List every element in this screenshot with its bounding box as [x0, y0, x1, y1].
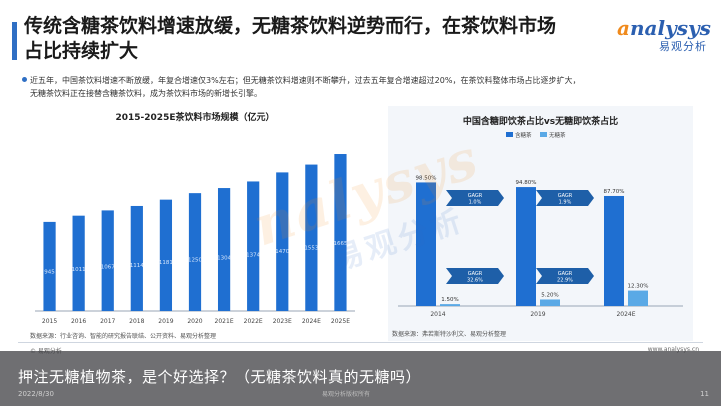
sugar-tea-value: 94.80% [516, 180, 537, 186]
market-size-x-tick: 2019 [158, 318, 173, 325]
bullet-line1: 近五年，中国茶饮料增速不断放缓，年复合增速仅3%左右；但无糖茶饮料增速则不断攀升… [30, 76, 581, 85]
market-size-x-tick: 2025E [331, 318, 350, 325]
market-size-bar-value: 1374 [246, 253, 260, 259]
footer-date: 2022/8/30 [18, 390, 54, 398]
sugar-tea-value: 87.70% [604, 189, 625, 195]
market-size-bar [101, 210, 114, 311]
market-size-x-tick: 2018 [129, 318, 144, 325]
caption-overlay [0, 351, 721, 406]
sugar-tea-value: 98.50% [416, 175, 437, 181]
market-size-chart-title: 2015-2025E茶饮料市场规模（亿元） [115, 113, 275, 123]
market-size-bar [217, 188, 231, 311]
market-size-chart-panel: 2015-2025E茶饮料市场规模（亿元） 945 2015 1011 2016 106… [30, 106, 360, 341]
gagr-label: GAGR [558, 271, 573, 277]
market-size-x-tick: 2024E [302, 318, 321, 325]
market-size-x-tick: 2023E [273, 318, 292, 325]
market-size-x-tick: 2017 [100, 318, 115, 325]
gagr-label: GAGR [468, 193, 483, 199]
market-size-bar [159, 199, 173, 311]
share-chart-panel: 中国含糖即饮茶占比vs无糖即饮茶占比 含糖茶 无糖茶 98.50% 1.50% 2014… [388, 106, 693, 341]
market-size-bar [276, 172, 289, 311]
nosugar-tea-value: 12.30% [628, 284, 649, 290]
market-size-bar-value: 1011 [72, 267, 86, 273]
share-chart-source: 数据来源：弗若斯特沙利文、易观分析整理 [392, 331, 507, 338]
legend-label-sugar: 含糖茶 [515, 131, 532, 139]
logo-mark-text: nalysys [629, 16, 711, 40]
gagr-label: GAGR [468, 271, 483, 277]
gagr-arrow [536, 190, 594, 206]
sugar-tea-bar [516, 187, 536, 306]
market-size-bar-value: 1250 [188, 258, 202, 264]
market-size-bar-value: 1181 [159, 260, 173, 266]
market-size-bar [188, 193, 202, 311]
gagr-value: 1.0% [469, 200, 482, 206]
sugar-tea-bar [416, 182, 436, 306]
legend-label-nosugar: 无糖茶 [549, 131, 566, 139]
page-title: 传统含糖茶饮料增速放缓，无糖茶饮料逆势而行，在茶饮料市场 占比持续扩大 [24, 14, 624, 64]
sugar-tea-bar [604, 195, 624, 306]
nosugar-tea-bar [540, 299, 560, 306]
bullet-line2: 无糖茶饮料正在接替含糖茶饮料，成为茶饮料市场的新增长引擎。 [30, 89, 262, 98]
market-size-bar-value: 1470 [275, 249, 289, 255]
logo-subtitle: 易观分析 [659, 40, 707, 53]
page-number: 11 [700, 390, 709, 398]
gagr-arrow [536, 268, 594, 284]
gagr-value: 32.6% [467, 278, 483, 284]
market-size-bar-value: 945 [44, 270, 55, 276]
logo-a-glyph: a [617, 16, 630, 40]
page-title-line2: 占比持续扩大 [24, 40, 139, 62]
share-chart: 含糖茶 无糖茶 98.50% 1.50% 2014 94.80% 5.20% 2019 87.7… [398, 131, 683, 318]
share-x-tick: 2014 [430, 311, 445, 318]
gagr-label: GAGR [558, 193, 573, 199]
legend-swatch-sugar [506, 132, 513, 137]
share-x-tick: 2019 [530, 311, 545, 318]
market-size-bar-value: 1067 [101, 265, 115, 271]
market-size-bar [43, 221, 56, 311]
market-size-chart: 945 2015 1011 2016 1067 2017 1114 2018 1181 2019 1… [35, 154, 355, 325]
market-size-bar-value: 1304 [217, 255, 231, 261]
market-size-x-tick: 2020 [187, 318, 202, 325]
title-accent-bar [12, 22, 17, 60]
gagr-arrow [446, 190, 504, 206]
nosugar-tea-bar [440, 304, 460, 306]
nosugar-tea-value: 5.20% [541, 292, 558, 298]
market-size-x-tick: 2021E [215, 318, 234, 325]
share-chart-title: 中国含糖即饮茶占比vs无糖即饮茶占比 [462, 117, 619, 127]
market-size-x-tick: 2016 [71, 318, 86, 325]
bullet-icon [22, 77, 27, 82]
nosugar-tea-bar [628, 290, 648, 306]
footer-divider [18, 342, 703, 343]
analysys-logo: analysys 易观分析 [617, 16, 711, 56]
market-size-bar-value: 1553 [304, 246, 318, 252]
gagr-value: 22.9% [557, 278, 573, 284]
footer-note: 易观分析版权所有 [322, 391, 371, 398]
caption-text: 押注无糖植物茶，是个好选择？（无糖茶饮料真的无糖吗） [18, 368, 422, 386]
market-size-x-tick: 2022E [244, 318, 263, 325]
market-size-bar [305, 164, 318, 311]
market-size-bar [247, 181, 260, 311]
gagr-value: 1.9% [559, 200, 572, 206]
share-x-tick: 2024E [616, 311, 635, 318]
nosugar-tea-value: 1.50% [441, 297, 458, 303]
market-size-bar-value: 1665 [333, 241, 347, 247]
bullet-text: 近五年，中国茶饮料增速不断放缓，年复合增速仅3%左右；但无糖茶饮料增速则不断攀升… [30, 74, 700, 100]
page-title-line1: 传统含糖茶饮料增速放缓，无糖茶饮料逆势而行，在茶饮料市场 [24, 15, 557, 37]
market-size-bar-value: 1114 [130, 263, 144, 269]
market-size-bar [334, 154, 347, 311]
footer-url: www.analysys.cn [647, 346, 699, 353]
market-size-bar [130, 205, 143, 311]
market-size-chart-source: 数据来源：行业咨询、智能的研究报告联结、公开资料、易观分析整理 [30, 333, 217, 340]
legend-swatch-nosugar [540, 132, 547, 137]
gagr-arrow [446, 268, 504, 284]
market-size-x-tick: 2015 [42, 318, 57, 325]
market-size-bar [72, 215, 85, 311]
